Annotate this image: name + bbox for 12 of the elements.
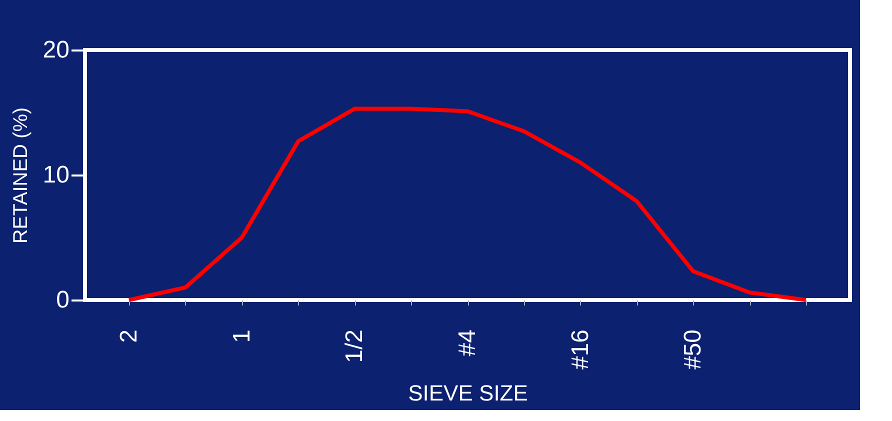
x-tick-label: 2 [116, 330, 143, 343]
y-tick-label: 20 [42, 36, 70, 64]
y-tick-label: 0 [56, 286, 70, 314]
x-axis-title: SIEVE SIZE [408, 380, 528, 406]
x-tick-label: #16 [566, 330, 594, 370]
x-tick-label: #4 [454, 330, 481, 356]
y-axis-title: RETAINED (%) [10, 107, 32, 244]
y-tick-label: 10 [42, 162, 70, 188]
x-tick-label: 1/2 [341, 330, 368, 363]
x-tick-label: #50 [680, 330, 707, 370]
x-tick-label: 1 [228, 330, 256, 343]
line-series [127, 106, 808, 302]
